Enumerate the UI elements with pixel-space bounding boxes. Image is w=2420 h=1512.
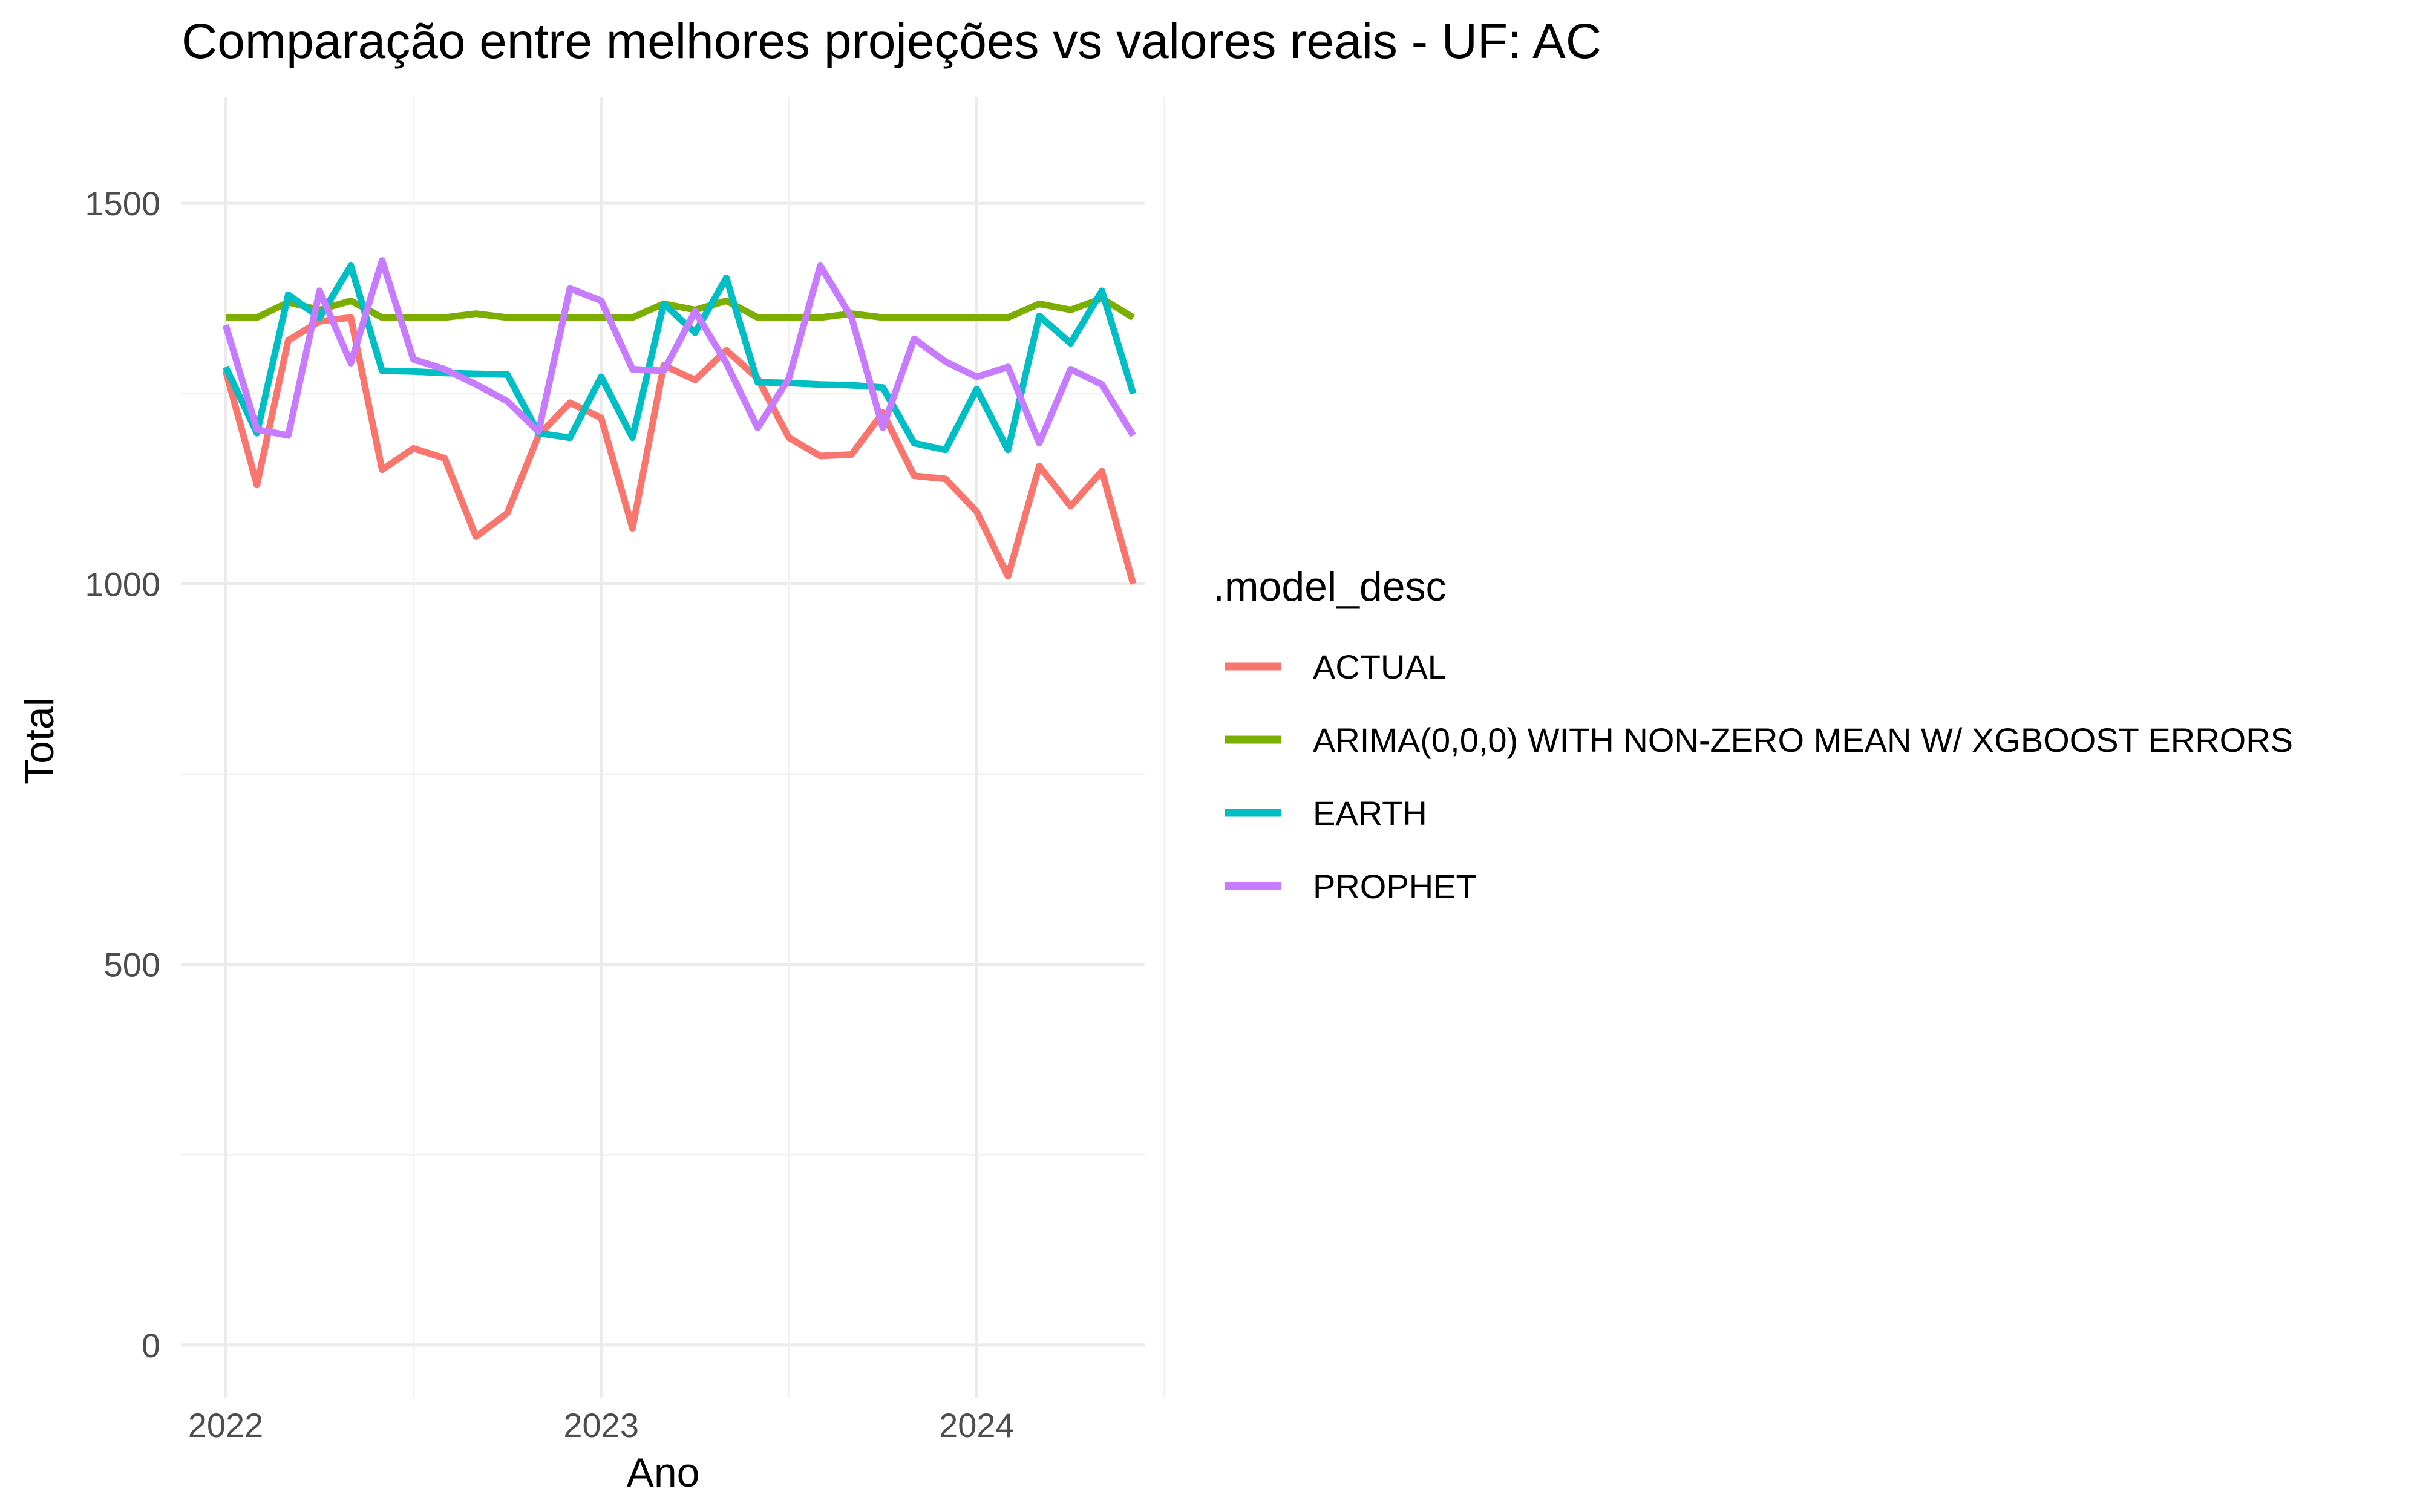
x-axis-title: Ano (627, 1450, 700, 1496)
legend-label: ACTUAL (1313, 648, 1447, 686)
legend-label: ARIMA(0,0,0) WITH NON-ZERO MEAN W/ XGBOO… (1313, 721, 2293, 759)
legend-title: .model_desc (1213, 564, 1447, 610)
y-tick-label: 1000 (85, 565, 160, 603)
series-line (222, 314, 1137, 585)
y-tick-label: 500 (104, 946, 160, 984)
series-line (226, 295, 1135, 321)
legend: .model_desc ACTUAL ARIMA(0,0,0) WITH NON-… (1213, 564, 2293, 905)
y-axis-title: Total (16, 697, 62, 784)
series-line (222, 257, 1136, 447)
x-tick-label: 2022 (188, 1406, 264, 1444)
series-lines (222, 257, 1137, 585)
y-tick-label: 1500 (85, 184, 160, 223)
legend-label: EARTH (1313, 794, 1427, 832)
y-tick-label: 0 (142, 1326, 160, 1364)
x-axis-ticks: 2022 2023 2024 (188, 1406, 1015, 1444)
grid-lines (182, 97, 1166, 1398)
x-tick-label: 2024 (939, 1406, 1015, 1444)
x-tick-label: 2023 (563, 1406, 639, 1444)
series-line (223, 262, 1137, 454)
chart-title: Comparação entre melhores projeções vs v… (182, 14, 1601, 69)
legend-label: PROPHET (1313, 867, 1477, 905)
y-axis-ticks: 0 500 1000 1500 (85, 184, 160, 1364)
